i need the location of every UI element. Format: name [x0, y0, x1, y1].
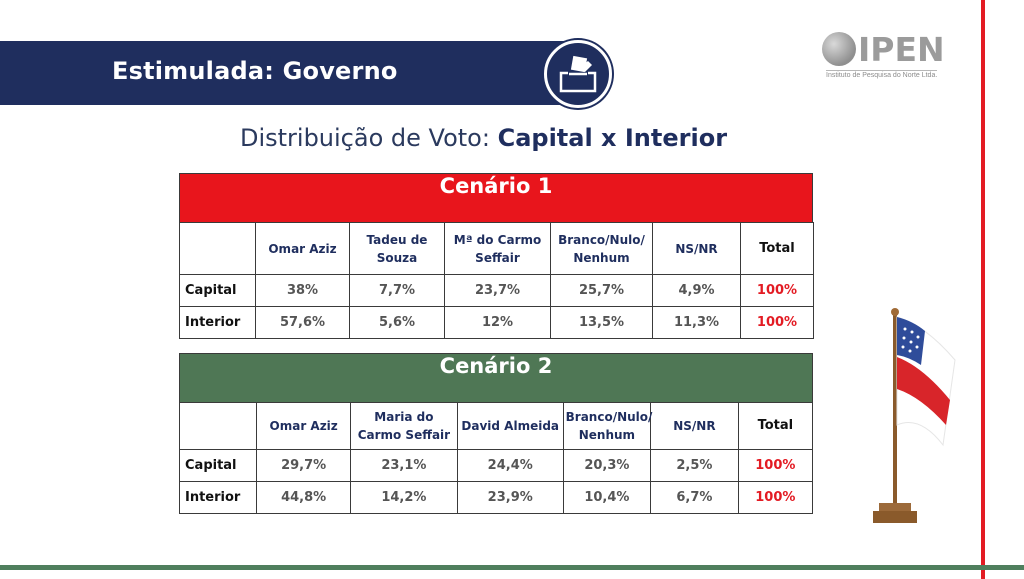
value-cell: 4,9%: [652, 274, 741, 307]
header-cell: Mª do Carmo Seffair: [444, 222, 551, 275]
value-cell: 38%: [255, 274, 350, 307]
table-row: Interior 44,8% 14,2% 23,9% 10,4% 6,7% 10…: [178, 481, 814, 514]
value-cell: 44,8%: [256, 481, 351, 514]
total-cell: 100%: [740, 274, 814, 307]
value-cell: 6,7%: [650, 481, 739, 514]
total-cell: 100%: [737, 449, 814, 482]
header-cell: Branco/Nulo/ Nenhum: [562, 402, 652, 450]
table-row: Capital 29,7% 23,1% 24,4% 20,3% 2,5% 100…: [178, 449, 814, 482]
header-cell: Branco/Nulo/ Nenhum: [550, 222, 653, 275]
bottom-accent-bar: [0, 565, 1024, 570]
header-cell: David Almeida: [456, 402, 564, 450]
header-cell-total: Total: [740, 222, 814, 275]
header-cell: NS/NR: [652, 222, 741, 275]
scenario-title: Cenário 2: [179, 353, 813, 402]
value-cell: 57,6%: [255, 306, 350, 339]
header-cell: Maria do Carmo Seffair: [349, 402, 458, 450]
logo-name: IPEN: [858, 30, 945, 69]
ballot-box-icon: [544, 40, 612, 108]
row-label: Capital: [178, 449, 258, 482]
row-label: Capital: [179, 274, 256, 307]
row-label: Interior: [178, 481, 258, 514]
value-cell: 14,2%: [349, 481, 458, 514]
value-cell: 23,1%: [349, 449, 458, 482]
value-cell: 20,3%: [562, 449, 652, 482]
header-cell-empty: [178, 402, 258, 450]
header-cell-total: Total: [737, 402, 814, 450]
value-cell: 23,9%: [456, 481, 564, 514]
total-cell: 100%: [740, 306, 814, 339]
value-cell: 23,7%: [444, 274, 551, 307]
header-row: Omar Aziz Tadeu de Souza Mª do Carmo Sef…: [179, 222, 814, 275]
scenario-title: Cenário 1: [179, 173, 813, 222]
table-row: Interior 57,6% 5,6% 12% 13,5% 11,3% 100%: [179, 306, 814, 339]
value-cell: 11,3%: [652, 306, 741, 339]
value-cell: 5,6%: [349, 306, 445, 339]
section-subtitle: Distribuição de Voto: Capital x Interior: [0, 124, 967, 152]
row-label: Interior: [179, 306, 256, 339]
scenario-1-table: Cenário 1 Omar Aziz Tadeu de Souza Mª do…: [179, 173, 814, 339]
globe-icon: [822, 32, 856, 66]
page-title: Estimulada: Governo: [112, 57, 398, 85]
value-cell: 13,5%: [550, 306, 653, 339]
table-row: Capital 38% 7,7% 23,7% 25,7% 4,9% 100%: [179, 274, 814, 307]
value-cell: 10,4%: [562, 481, 652, 514]
value-cell: 24,4%: [456, 449, 564, 482]
value-cell: 7,7%: [349, 274, 445, 307]
header-row: Omar Aziz Maria do Carmo Seffair David A…: [178, 402, 814, 450]
total-cell: 100%: [737, 481, 814, 514]
value-cell: 2,5%: [650, 449, 739, 482]
header-cell: NS/NR: [650, 402, 739, 450]
header-cell: Omar Aziz: [255, 222, 350, 275]
header-cell: Omar Aziz: [256, 402, 351, 450]
header-cell-empty: [179, 222, 256, 275]
value-cell: 29,7%: [256, 449, 351, 482]
scenario-2-table: Cenário 2 Omar Aziz Maria do Carmo Seffa…: [178, 353, 814, 514]
subtitle-bold: Capital x Interior: [497, 124, 728, 152]
header-cell: Tadeu de Souza: [349, 222, 445, 275]
value-cell: 12%: [444, 306, 551, 339]
header-bar: Estimulada: Governo: [0, 41, 592, 105]
amazonas-flag-image: [855, 305, 965, 530]
logo-subtitle: Instituto de Pesquisa do Norte Ltda.: [826, 70, 938, 79]
value-cell: 25,7%: [550, 274, 653, 307]
subtitle-prefix: Distribuição de Voto:: [239, 124, 498, 152]
ipen-logo: IPEN Instituto de Pesquisa do Norte Ltda…: [822, 30, 962, 82]
right-border-line: [981, 0, 985, 579]
